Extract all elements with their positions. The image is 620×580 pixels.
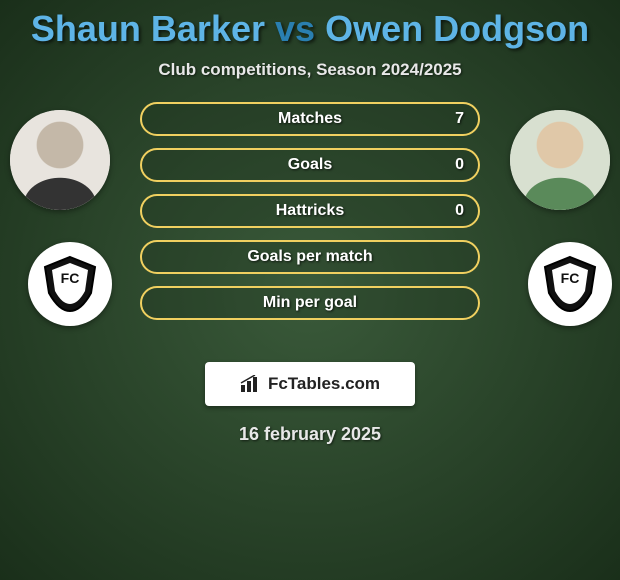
site-name: FcTables.com <box>268 374 380 394</box>
stat-bars: Matches 7 Goals 0 Hattricks 0 Goals per … <box>140 102 480 332</box>
club-crest-icon: FC <box>39 253 101 315</box>
stat-bar: Goals 0 <box>140 148 480 182</box>
subtitle: Club competitions, Season 2024/2025 <box>0 60 620 80</box>
player2-club-badge: FC <box>528 242 612 326</box>
stat-label: Goals <box>288 156 332 174</box>
stat-label: Hattricks <box>276 202 344 220</box>
club-crest-icon: FC <box>539 253 601 315</box>
player2-avatar <box>510 110 610 210</box>
player1-club-badge: FC <box>28 242 112 326</box>
svg-text:FC: FC <box>61 270 80 286</box>
player-silhouette-icon <box>10 110 110 210</box>
site-badge[interactable]: FcTables.com <box>205 362 415 406</box>
stat-right-value: 0 <box>455 202 464 220</box>
svg-text:FC: FC <box>561 270 580 286</box>
stat-label: Goals per match <box>247 248 372 266</box>
stat-bar: Matches 7 <box>140 102 480 136</box>
comparison-date: 16 february 2025 <box>0 424 620 445</box>
player1-name: Shaun Barker <box>31 8 265 49</box>
comparison-title: Shaun Barker vs Owen Dodgson <box>0 0 620 50</box>
stat-label: Min per goal <box>263 294 357 312</box>
stat-bar: Goals per match <box>140 240 480 274</box>
stat-label: Matches <box>278 110 342 128</box>
comparison-content: FC FC Matches 7 Goals 0 Hattricks 0 Goal… <box>0 102 620 352</box>
stat-bar: Min per goal <box>140 286 480 320</box>
stat-right-value: 7 <box>455 110 464 128</box>
player1-avatar <box>10 110 110 210</box>
stat-bar: Hattricks 0 <box>140 194 480 228</box>
player2-name: Owen Dodgson <box>325 8 589 49</box>
stat-right-value: 0 <box>455 156 464 174</box>
bar-chart-icon <box>240 375 262 393</box>
vs-text: vs <box>275 8 315 49</box>
player-silhouette-icon <box>510 110 610 210</box>
